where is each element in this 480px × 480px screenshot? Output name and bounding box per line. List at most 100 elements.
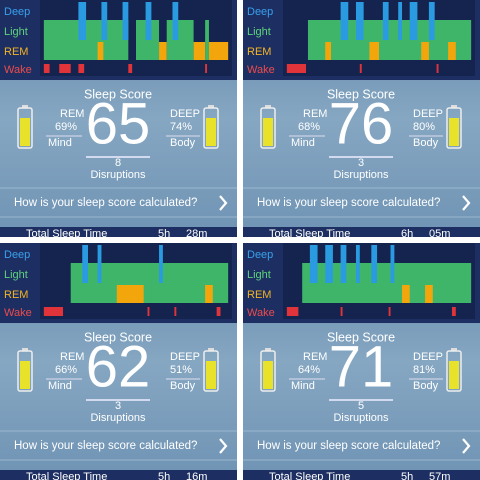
hypnogram-segment bbox=[325, 245, 333, 283]
chevron bbox=[219, 195, 228, 211]
mind-label: Mind bbox=[48, 380, 72, 392]
hypnogram-segment bbox=[59, 64, 71, 73]
hypnogram-segment bbox=[409, 2, 418, 40]
total-label: Total Sleep Time bbox=[26, 228, 107, 240]
question-link[interactable]: How is your sleep score calculated? bbox=[14, 440, 197, 452]
hypnogram-segment bbox=[428, 2, 435, 40]
hypnogram-segment bbox=[159, 42, 167, 60]
hypnogram-segment bbox=[340, 307, 343, 316]
deep-label: DEEP bbox=[413, 351, 443, 363]
mind-label: Mind bbox=[291, 380, 315, 392]
stage-label: REM bbox=[247, 289, 271, 301]
stage-label: Deep bbox=[247, 249, 273, 261]
score-info-row[interactable]: How is your sleep score calculated? bbox=[257, 195, 471, 211]
total-hours: 6h bbox=[401, 228, 413, 240]
stage-label: Light bbox=[247, 269, 271, 281]
total-minutes: 16m bbox=[186, 471, 207, 480]
deep-value: 81% bbox=[413, 364, 435, 376]
hypnogram-segment bbox=[145, 2, 152, 40]
score-value: 71 bbox=[329, 334, 394, 399]
disruptions-count: 5 bbox=[358, 400, 364, 412]
disruptions-count: 3 bbox=[358, 157, 364, 169]
stage-label: REM bbox=[4, 46, 28, 58]
stage-label: Light bbox=[4, 269, 28, 281]
hypnogram-segment bbox=[205, 64, 208, 73]
stage-label: Wake bbox=[4, 64, 32, 76]
deep-value: 51% bbox=[170, 364, 192, 376]
hypnogram-segment bbox=[286, 64, 307, 73]
hypnogram-segment bbox=[359, 64, 362, 73]
stage-label: Wake bbox=[4, 307, 32, 319]
disruptions-count: 8 bbox=[115, 157, 121, 169]
rem-value: 69% bbox=[55, 121, 77, 133]
deep-value: 74% bbox=[170, 121, 192, 133]
hypnogram-segment bbox=[436, 64, 439, 73]
mind-label: Mind bbox=[48, 137, 72, 149]
hypnogram-segment bbox=[425, 285, 433, 303]
hypnogram-segment bbox=[309, 245, 318, 283]
hypnogram-segment bbox=[208, 42, 229, 60]
battery-body bbox=[203, 107, 219, 149]
body-label: Body bbox=[413, 137, 439, 149]
total-hours: 5h bbox=[158, 228, 170, 240]
question-link[interactable]: How is your sleep score calculated? bbox=[257, 440, 440, 452]
hypnogram-segment bbox=[388, 307, 391, 316]
hypnogram-segment bbox=[340, 2, 349, 40]
battery-cap bbox=[265, 105, 271, 108]
hypnogram-segment bbox=[82, 245, 88, 283]
question-link[interactable]: How is your sleep score calculated? bbox=[257, 197, 440, 209]
hypnogram-segment bbox=[451, 307, 456, 316]
hypnogram-segment bbox=[398, 2, 403, 40]
hypnogram-segment bbox=[97, 42, 104, 60]
hypnogram-segment bbox=[147, 263, 152, 303]
sleep-score-label: Sleep Score bbox=[84, 87, 152, 101]
mind-label: Mind bbox=[291, 137, 315, 149]
hypnogram-segment bbox=[421, 42, 429, 60]
battery-fill bbox=[263, 361, 273, 389]
total-band bbox=[243, 470, 480, 480]
total-minutes: 57m bbox=[429, 471, 450, 480]
rem-value: 64% bbox=[298, 364, 320, 376]
hypnogram-segment bbox=[340, 245, 347, 283]
hypnogram-segment bbox=[402, 285, 410, 303]
total-band bbox=[0, 470, 237, 480]
battery-cap bbox=[265, 348, 271, 351]
stage-label: Deep bbox=[4, 6, 30, 18]
total-minutes: 28m bbox=[186, 228, 207, 240]
total-hours: 5h bbox=[158, 471, 170, 480]
battery-fill bbox=[449, 361, 459, 389]
question-link[interactable]: How is your sleep score calculated? bbox=[14, 197, 197, 209]
sleep-score-label: Sleep Score bbox=[84, 330, 152, 344]
score-info-row[interactable]: How is your sleep score calculated? bbox=[14, 195, 228, 211]
hypnogram-segment bbox=[166, 20, 194, 60]
body-label: Body bbox=[170, 137, 196, 149]
hypnogram-segment bbox=[128, 64, 133, 73]
score-info-row[interactable]: How is your sleep score calculated? bbox=[257, 438, 471, 454]
hypnogram-segment bbox=[216, 307, 221, 316]
battery-fill bbox=[20, 361, 30, 389]
battery-body bbox=[260, 350, 276, 392]
stage-label: Deep bbox=[247, 6, 273, 18]
total-hours: 5h bbox=[401, 471, 413, 480]
hypnogram-segment bbox=[355, 245, 360, 283]
battery-body bbox=[260, 107, 276, 149]
battery-fill bbox=[20, 118, 30, 146]
hypnogram-segment bbox=[159, 245, 163, 283]
hypnogram-segment bbox=[78, 64, 85, 73]
hypnogram-segment bbox=[116, 285, 144, 303]
hypnogram-segment bbox=[172, 2, 179, 40]
hypnogram-segment bbox=[101, 2, 108, 40]
hypnogram-segment bbox=[205, 20, 209, 60]
hypnogram-segment bbox=[382, 2, 389, 40]
score-info-row[interactable]: How is your sleep score calculated? bbox=[14, 438, 228, 454]
battery-cap bbox=[22, 348, 28, 351]
hypnogram-segment bbox=[448, 42, 456, 60]
rem-label: REM bbox=[303, 108, 327, 120]
hypnogram-segment bbox=[205, 285, 213, 303]
battery-fill bbox=[263, 118, 273, 146]
battery-cap bbox=[451, 105, 457, 108]
battery-body bbox=[446, 107, 462, 149]
